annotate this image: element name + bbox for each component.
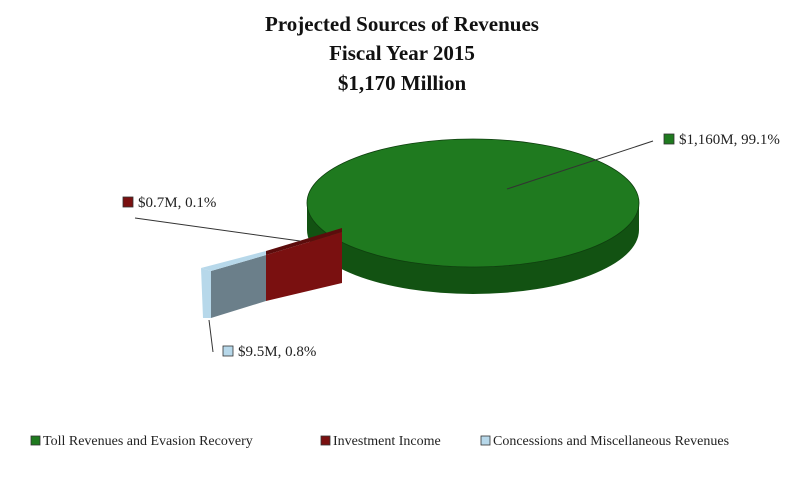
data-label-concessions-key [222, 345, 234, 357]
slice-concessions-front [211, 255, 266, 318]
slice-concessions [201, 251, 266, 318]
chart-legend: Toll Revenues and Evasion Recovery Inves… [30, 434, 729, 449]
chart-title: Projected Sources of Revenues [265, 12, 539, 36]
data-label-concessions: $9.5M, 0.8% [222, 344, 316, 360]
legend-label-investment: Investment Income [333, 434, 441, 449]
leader-line-investment [134, 217, 301, 242]
slice-investment-income [266, 228, 342, 301]
data-label-concessions-text: $9.5M, 0.8% [238, 344, 316, 360]
legend-key-investment [320, 435, 331, 446]
legend-key-toll [30, 435, 41, 446]
data-label-investment: $0.7M, 0.1% [122, 195, 216, 211]
data-label-investment-key [122, 196, 134, 208]
legend-label-concessions: Concessions and Miscellaneous Revenues [493, 434, 729, 449]
data-label-toll: $1,160M, 99.1% [663, 132, 780, 148]
legend-label-toll: Toll Revenues and Evasion Recovery [43, 434, 253, 449]
data-label-investment-text: $0.7M, 0.1% [138, 195, 216, 211]
legend-key-concessions [480, 435, 491, 446]
leader-line-concessions [208, 319, 214, 353]
data-label-toll-text: $1,160M, 99.1% [679, 132, 780, 148]
chart-subtitle: Fiscal Year 2015 [329, 41, 475, 65]
slice-concessions-top [201, 251, 266, 271]
slice-toll-revenues-top [306, 138, 640, 268]
slice-toll-revenues [306, 138, 640, 294]
slice-toll-revenues-side [307, 203, 639, 294]
data-label-toll-key [663, 133, 675, 145]
leader-line-toll [506, 140, 654, 190]
chart-total-label: $1,170 Million [338, 71, 467, 95]
slice-investment-income-top [266, 228, 342, 255]
slice-concessions-edge [201, 268, 211, 318]
